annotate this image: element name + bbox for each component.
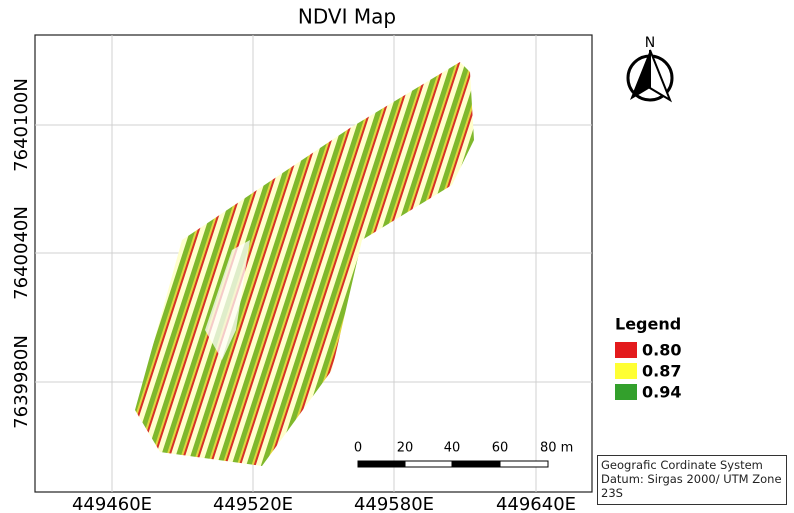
scale-label: 0 bbox=[354, 441, 362, 456]
legend-label: 0.87 bbox=[642, 362, 681, 381]
scale-bar bbox=[357, 460, 549, 468]
x-label: 449640E bbox=[496, 494, 576, 513]
info-line: Geografic Cordinate System bbox=[601, 458, 763, 472]
legend: 0.80 0.87 0.94 bbox=[615, 341, 681, 402]
info-line: Datum: Sirgas 2000/ UTM Zone 23S bbox=[601, 472, 782, 500]
legend-swatch bbox=[615, 363, 637, 379]
x-label: 449580E bbox=[354, 494, 434, 513]
legend-swatch bbox=[615, 384, 637, 400]
map-title: NDVI Map bbox=[298, 5, 396, 29]
scale-label: 80 m bbox=[540, 441, 573, 456]
north-label: N bbox=[645, 35, 655, 51]
scale-label: 20 bbox=[397, 441, 414, 456]
x-label: 449520E bbox=[213, 494, 293, 513]
info-box: Geografic Cordinate System Datum: Sirgas… bbox=[597, 455, 787, 505]
legend-label: 0.80 bbox=[642, 341, 681, 360]
scale-label: 60 bbox=[492, 441, 509, 456]
north-arrow: N bbox=[626, 35, 674, 103]
field-gap bbox=[205, 240, 250, 360]
legend-swatch bbox=[615, 342, 637, 358]
y-label: 7639980N bbox=[11, 335, 32, 429]
y-label: 7640100N bbox=[11, 78, 32, 172]
legend-label: 0.94 bbox=[642, 383, 681, 402]
legend-title: Legend bbox=[615, 315, 681, 334]
scale-label: 40 bbox=[444, 441, 461, 456]
y-label: 7640040N bbox=[11, 206, 32, 300]
x-label: 449460E bbox=[72, 494, 152, 513]
ndvi-field bbox=[135, 62, 474, 466]
